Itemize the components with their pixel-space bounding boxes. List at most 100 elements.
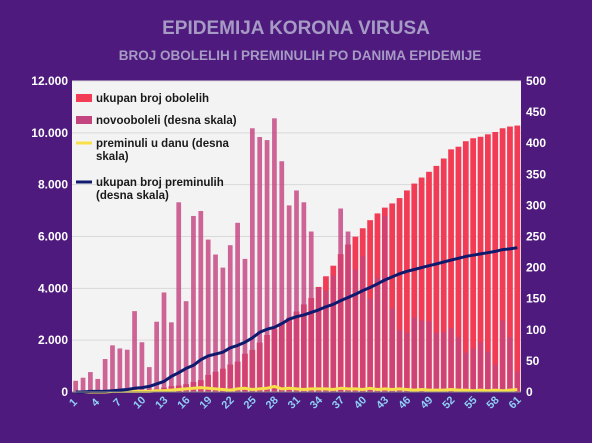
new-cases-bar — [500, 320, 505, 392]
new-cases-bar — [102, 359, 108, 392]
right-y-tick-label: 100 — [526, 323, 546, 337]
new-cases-bar — [227, 245, 233, 392]
chart-title: EPIDEMIJA KORONA VIRUSA — [162, 18, 430, 39]
new-cases-bar — [213, 254, 218, 392]
new-cases-bar — [154, 321, 160, 392]
new-cases-bar — [183, 301, 189, 392]
total-cases-bar — [426, 171, 432, 392]
total-cases-bar — [418, 177, 425, 392]
new-cases-bar — [507, 337, 513, 392]
total-cases-bar — [462, 141, 469, 392]
new-cases-bar — [205, 239, 211, 392]
legend-label-new-cases: novooboleli (desna skala) — [96, 115, 237, 127]
new-cases-bar — [456, 337, 461, 392]
legend-swatch-new-cases — [76, 116, 92, 124]
new-cases-bar — [375, 277, 380, 392]
new-cases-bar — [73, 380, 79, 392]
legend-label-total-cases: ukupan broj obolelih — [96, 93, 209, 105]
right-y-tick-label: 350 — [526, 167, 546, 181]
total-cases-bar — [440, 158, 447, 392]
new-cases-bar — [146, 367, 152, 392]
left-y-tick-label: 6.000 — [38, 230, 68, 244]
left-y-tick-label: 8.000 — [38, 178, 68, 192]
new-cases-bar — [257, 136, 263, 392]
death-lines — [75, 246, 518, 394]
total-cases-bar — [507, 126, 513, 392]
new-cases-bar — [235, 222, 240, 392]
new-cases-bar — [294, 190, 299, 392]
new-cases-bar — [117, 348, 123, 392]
total-cases-bar — [448, 149, 454, 392]
new-cases-bar — [330, 275, 336, 392]
total-cases-bar — [492, 132, 499, 392]
new-cases-bar — [264, 140, 270, 392]
new-cases-bar — [301, 202, 307, 392]
left-y-axis: 0 2.000 4.000 6.000 8.000 10.000 12.000 — [31, 74, 68, 399]
right-y-tick-label: 150 — [526, 292, 546, 306]
new-cases-bar — [478, 342, 483, 392]
new-cases-bar — [198, 210, 204, 392]
total-cases-bar — [477, 136, 484, 392]
right-y-tick-label: 50 — [526, 354, 540, 368]
chart-subtitle: BROJ OBOLELIH I PREMINULIH PO DANIMA EPI… — [119, 48, 482, 63]
new-cases-bar — [169, 322, 174, 392]
legend-label-total-deaths: ukupan broj preminulih (desna skala) — [96, 177, 224, 202]
new-cases-bar — [448, 327, 454, 392]
total-cases-bar — [485, 134, 491, 392]
right-y-tick-label: 500 — [526, 74, 546, 88]
left-y-tick-label: 2.000 — [38, 333, 68, 347]
total-cases-bar — [389, 203, 396, 392]
right-y-tick-label: 250 — [526, 230, 546, 244]
new-cases-bar — [132, 311, 137, 392]
new-cases-bar — [485, 351, 491, 392]
new-cases-bar — [139, 342, 145, 392]
new-cases-bar — [353, 269, 358, 392]
new-cases-bar — [220, 267, 226, 392]
total-cases-bar — [470, 138, 477, 392]
right-y-tick-label: 450 — [526, 105, 546, 119]
right-y-tick-label: 200 — [526, 261, 546, 275]
legend-label-daily-deaths: preminuli u danu (desna skala) — [96, 138, 230, 163]
new-cases-bar — [367, 298, 373, 392]
new-cases-bar — [110, 345, 115, 392]
legend-swatch-total-cases — [76, 94, 92, 102]
total-cases-bar — [411, 183, 418, 392]
new-cases-bar — [242, 258, 248, 392]
new-cases-bar — [124, 349, 130, 392]
total-cases-bar — [455, 146, 462, 392]
new-cases-bar — [411, 317, 417, 392]
new-cases-bar — [426, 321, 432, 392]
new-cases-bar — [161, 292, 167, 392]
new-cases-bar — [514, 371, 520, 392]
new-cases-bar — [95, 378, 101, 392]
new-cases-bar — [88, 372, 93, 392]
left-y-tick-label: 0 — [61, 385, 68, 399]
daily-deaths-line — [75, 384, 518, 394]
new-cases-bar — [360, 256, 366, 392]
new-cases-bar — [382, 215, 388, 392]
new-cases-bar — [492, 364, 498, 392]
new-cases-bar — [404, 332, 410, 392]
right-y-tick-label: 0 — [526, 385, 533, 399]
new-cases-bar — [272, 118, 277, 392]
new-cases-bar — [286, 205, 292, 392]
total-cases-bar — [433, 165, 440, 392]
total-cases-bar — [396, 198, 403, 392]
new-cases-bar — [389, 308, 395, 392]
total-cases-bar — [499, 128, 506, 392]
right-y-tick-label: 300 — [526, 198, 546, 212]
new-cases-bar — [323, 290, 329, 392]
new-cases-bar — [80, 377, 86, 392]
new-cases-bar — [176, 202, 182, 392]
new-cases-bar — [345, 231, 351, 392]
left-y-tick-label: 10.000 — [31, 126, 68, 140]
new-cases-bar — [316, 287, 321, 392]
new-cases-bar — [463, 352, 469, 392]
total-cases-bar — [514, 125, 521, 393]
new-cases-bar — [279, 161, 285, 392]
total-cases-bar — [404, 190, 410, 392]
right-y-axis: 0 50 100 150 200 250 300 350 400 450 500 — [526, 74, 546, 399]
new-cases-bar — [441, 332, 447, 392]
left-y-tick-label: 12.000 — [31, 74, 68, 88]
